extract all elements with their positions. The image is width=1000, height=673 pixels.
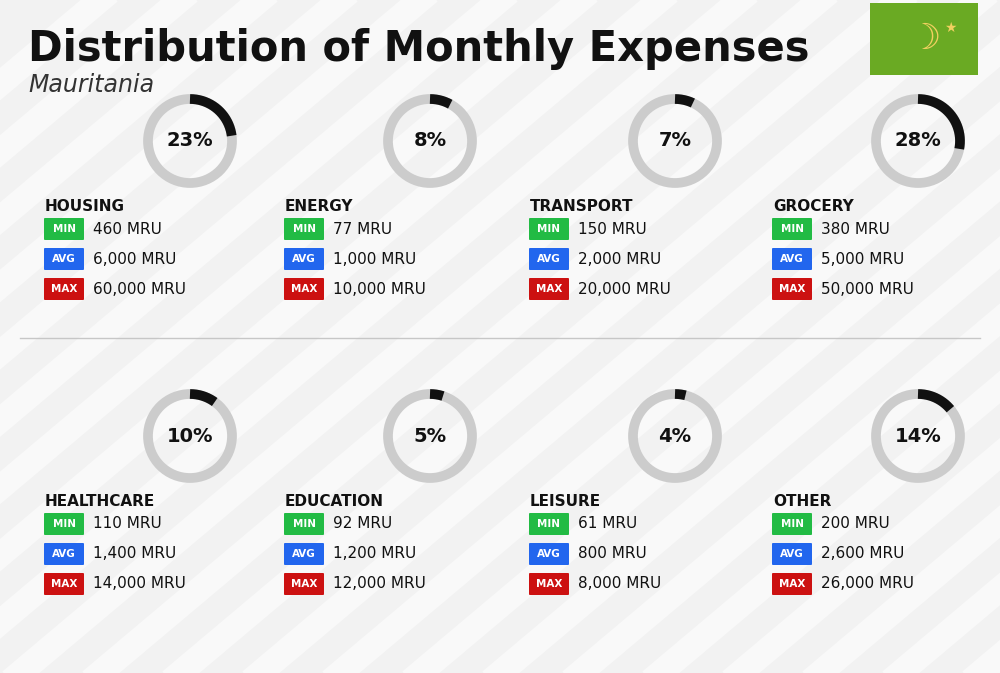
- FancyBboxPatch shape: [529, 248, 569, 270]
- FancyBboxPatch shape: [44, 278, 84, 300]
- Text: MAX: MAX: [51, 284, 77, 294]
- Text: AVG: AVG: [780, 254, 804, 264]
- Text: ☽: ☽: [908, 22, 940, 56]
- FancyBboxPatch shape: [44, 543, 84, 565]
- Text: AVG: AVG: [52, 254, 76, 264]
- Text: 10,000 MRU: 10,000 MRU: [333, 281, 426, 297]
- Text: MAX: MAX: [291, 579, 317, 589]
- Text: 20,000 MRU: 20,000 MRU: [578, 281, 671, 297]
- Text: OTHER: OTHER: [773, 494, 831, 509]
- Text: TRANSPORT: TRANSPORT: [530, 199, 634, 214]
- Text: MAX: MAX: [779, 579, 805, 589]
- FancyBboxPatch shape: [772, 248, 812, 270]
- Text: 50,000 MRU: 50,000 MRU: [821, 281, 914, 297]
- Text: ENERGY: ENERGY: [285, 199, 354, 214]
- Text: 61 MRU: 61 MRU: [578, 516, 637, 532]
- Text: ★: ★: [944, 21, 956, 35]
- Text: 200 MRU: 200 MRU: [821, 516, 890, 532]
- Text: AVG: AVG: [780, 549, 804, 559]
- Text: MIN: MIN: [780, 224, 804, 234]
- Text: MIN: MIN: [538, 519, 560, 529]
- FancyBboxPatch shape: [44, 513, 84, 535]
- Text: 23%: 23%: [167, 131, 213, 151]
- Text: MAX: MAX: [291, 284, 317, 294]
- Text: 8%: 8%: [413, 131, 447, 151]
- Text: MAX: MAX: [779, 284, 805, 294]
- Text: 2,000 MRU: 2,000 MRU: [578, 252, 661, 267]
- Text: HEALTHCARE: HEALTHCARE: [45, 494, 155, 509]
- Text: 5,000 MRU: 5,000 MRU: [821, 252, 904, 267]
- FancyBboxPatch shape: [44, 573, 84, 595]
- Text: MAX: MAX: [51, 579, 77, 589]
- Text: MAX: MAX: [536, 579, 562, 589]
- Text: 460 MRU: 460 MRU: [93, 221, 162, 236]
- Text: 6,000 MRU: 6,000 MRU: [93, 252, 176, 267]
- FancyBboxPatch shape: [284, 248, 324, 270]
- FancyBboxPatch shape: [772, 278, 812, 300]
- Text: 14,000 MRU: 14,000 MRU: [93, 577, 186, 592]
- Text: 12,000 MRU: 12,000 MRU: [333, 577, 426, 592]
- Text: 4%: 4%: [658, 427, 692, 446]
- FancyBboxPatch shape: [529, 543, 569, 565]
- FancyBboxPatch shape: [284, 278, 324, 300]
- Text: Distribution of Monthly Expenses: Distribution of Monthly Expenses: [28, 28, 810, 70]
- Text: MIN: MIN: [52, 519, 76, 529]
- FancyBboxPatch shape: [529, 278, 569, 300]
- Text: 380 MRU: 380 MRU: [821, 221, 890, 236]
- Text: 800 MRU: 800 MRU: [578, 546, 647, 561]
- FancyBboxPatch shape: [284, 218, 324, 240]
- Text: 26,000 MRU: 26,000 MRU: [821, 577, 914, 592]
- FancyBboxPatch shape: [529, 218, 569, 240]
- FancyBboxPatch shape: [284, 573, 324, 595]
- Text: 28%: 28%: [895, 131, 941, 151]
- FancyBboxPatch shape: [284, 513, 324, 535]
- Text: 10%: 10%: [167, 427, 213, 446]
- Text: LEISURE: LEISURE: [530, 494, 601, 509]
- FancyBboxPatch shape: [529, 513, 569, 535]
- FancyBboxPatch shape: [772, 218, 812, 240]
- Text: EDUCATION: EDUCATION: [285, 494, 384, 509]
- FancyBboxPatch shape: [772, 513, 812, 535]
- Text: AVG: AVG: [52, 549, 76, 559]
- Text: GROCERY: GROCERY: [773, 199, 854, 214]
- Text: AVG: AVG: [292, 254, 316, 264]
- Text: 60,000 MRU: 60,000 MRU: [93, 281, 186, 297]
- Text: 92 MRU: 92 MRU: [333, 516, 392, 532]
- Text: AVG: AVG: [537, 254, 561, 264]
- Text: 2,600 MRU: 2,600 MRU: [821, 546, 904, 561]
- Text: MIN: MIN: [538, 224, 560, 234]
- FancyBboxPatch shape: [44, 248, 84, 270]
- Text: 150 MRU: 150 MRU: [578, 221, 647, 236]
- Text: MIN: MIN: [292, 224, 316, 234]
- Text: HOUSING: HOUSING: [45, 199, 125, 214]
- Text: 1,400 MRU: 1,400 MRU: [93, 546, 176, 561]
- Text: AVG: AVG: [292, 549, 316, 559]
- Text: MIN: MIN: [780, 519, 804, 529]
- FancyBboxPatch shape: [772, 573, 812, 595]
- Text: 8,000 MRU: 8,000 MRU: [578, 577, 661, 592]
- Text: 110 MRU: 110 MRU: [93, 516, 162, 532]
- FancyBboxPatch shape: [529, 573, 569, 595]
- Text: AVG: AVG: [537, 549, 561, 559]
- Text: MAX: MAX: [536, 284, 562, 294]
- Text: 1,000 MRU: 1,000 MRU: [333, 252, 416, 267]
- FancyBboxPatch shape: [870, 3, 978, 75]
- Text: 7%: 7%: [658, 131, 692, 151]
- FancyBboxPatch shape: [772, 543, 812, 565]
- Text: 1,200 MRU: 1,200 MRU: [333, 546, 416, 561]
- FancyBboxPatch shape: [44, 218, 84, 240]
- Text: MIN: MIN: [292, 519, 316, 529]
- Text: Mauritania: Mauritania: [28, 73, 154, 97]
- Text: 77 MRU: 77 MRU: [333, 221, 392, 236]
- Text: 14%: 14%: [895, 427, 941, 446]
- FancyBboxPatch shape: [284, 543, 324, 565]
- Text: MIN: MIN: [52, 224, 76, 234]
- Text: 5%: 5%: [413, 427, 447, 446]
